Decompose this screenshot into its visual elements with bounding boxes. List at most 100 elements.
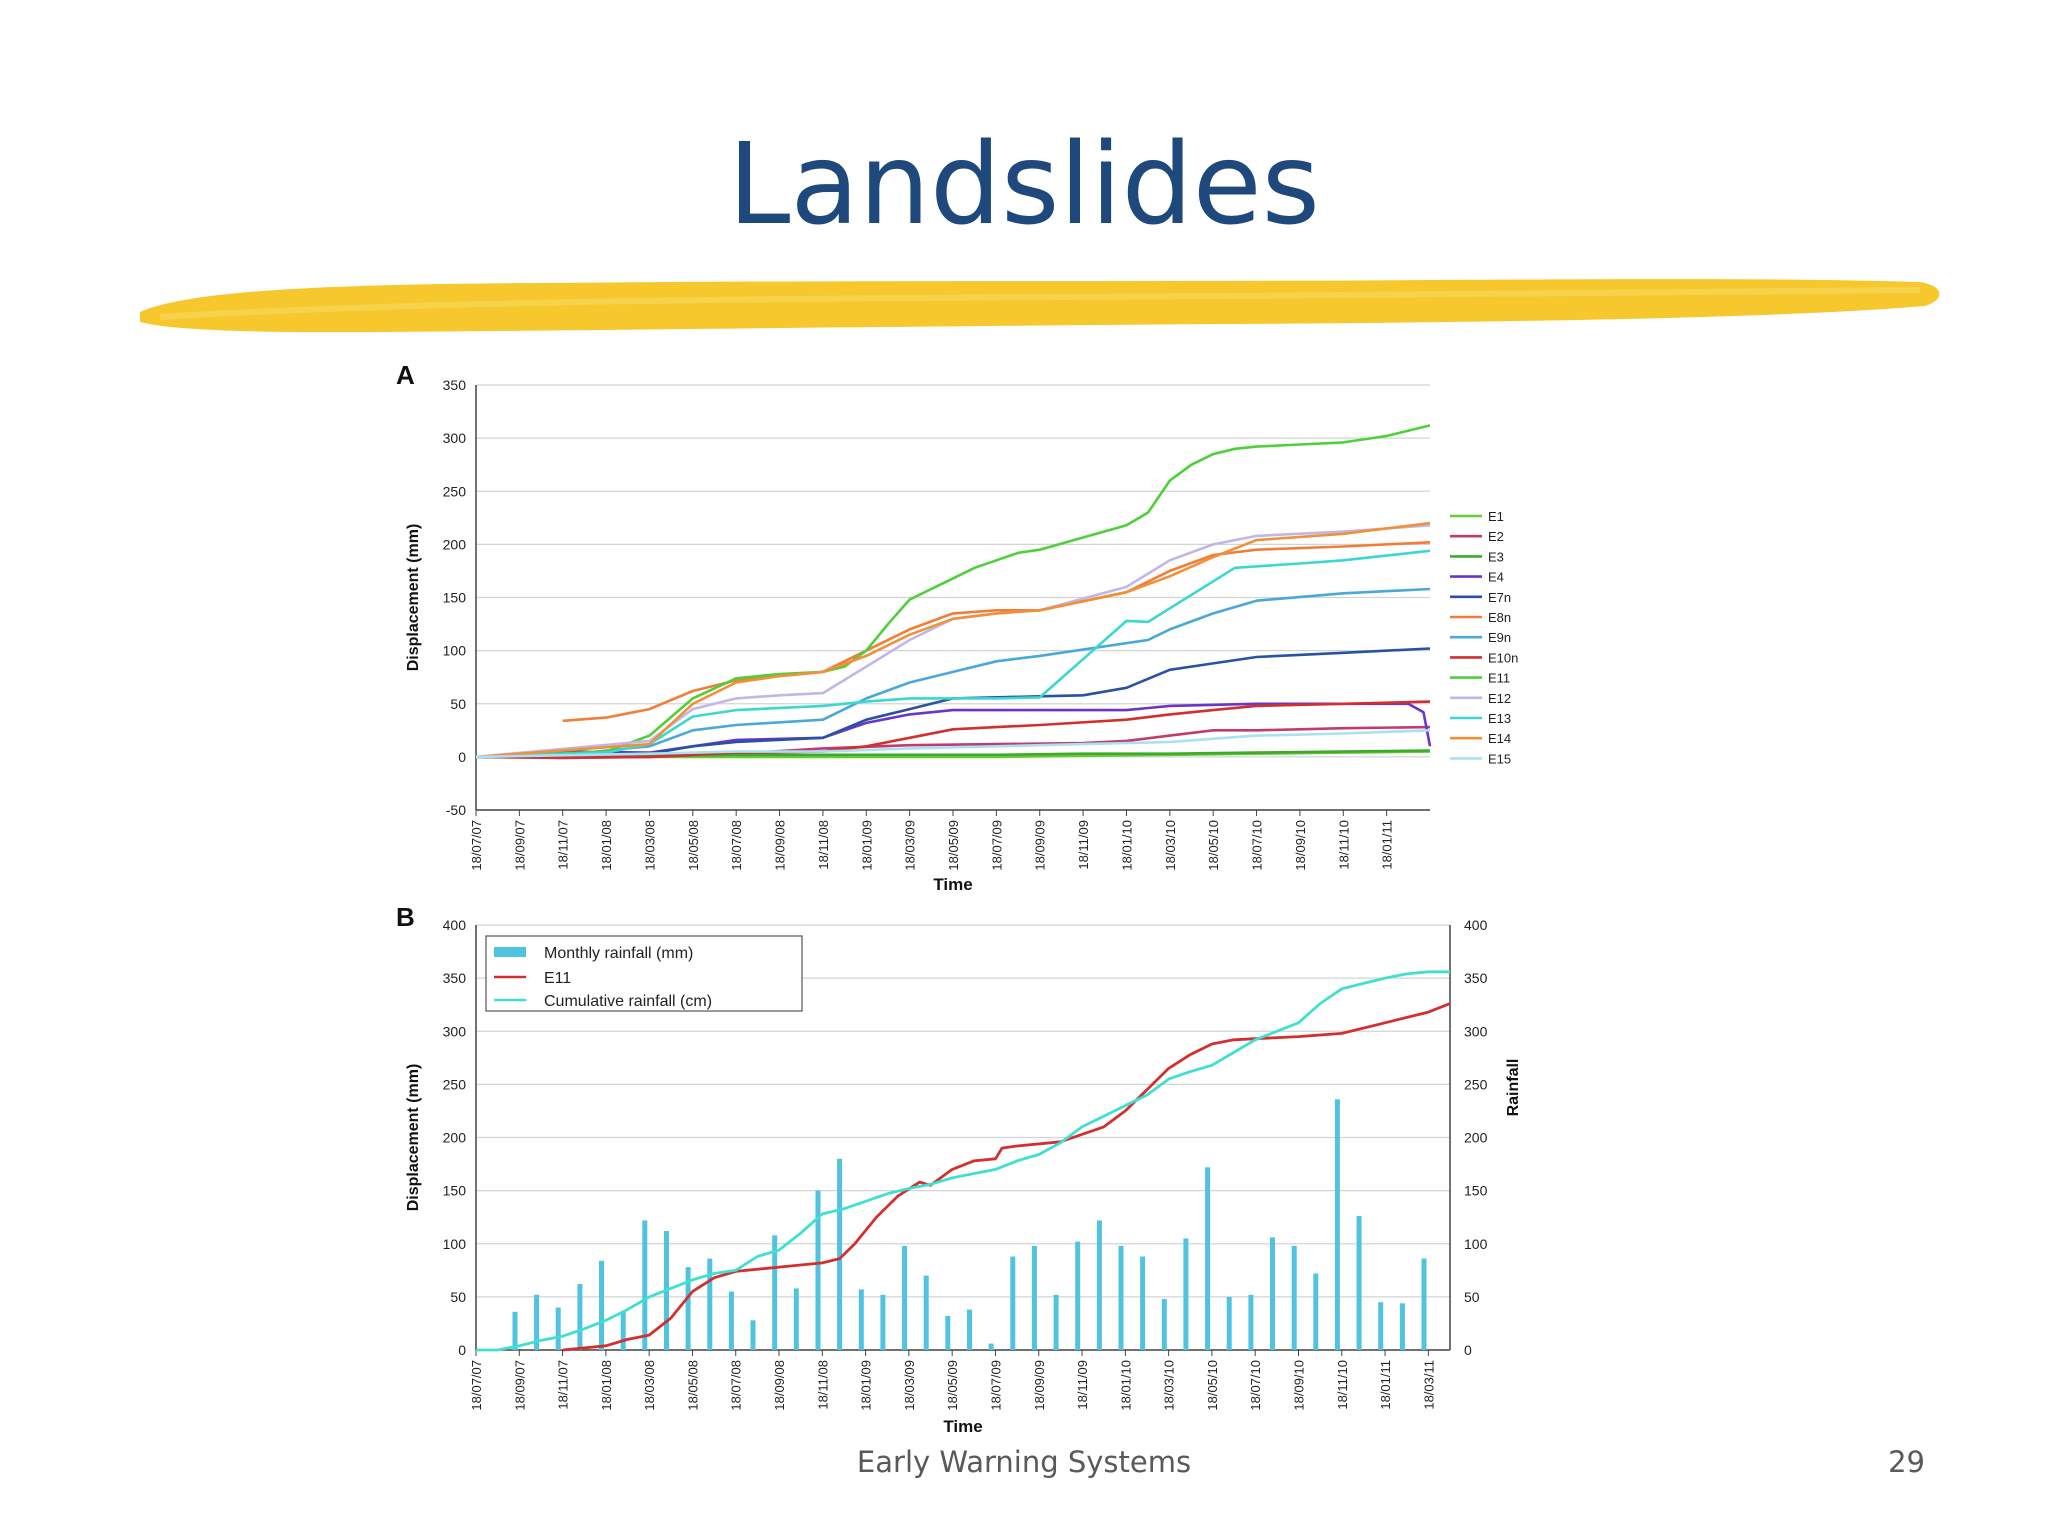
x-tick-label-a: 18/09/09 [1033,820,1048,871]
footer-text: Early Warning Systems [856,1445,1192,1479]
y2-tick-label-b: 350 [1464,970,1488,986]
y-tick-label-b: 100 [443,1236,467,1252]
legend-label-e14: E14 [1488,731,1511,746]
x-tick-label-b: 18/11/08 [815,1360,830,1410]
x-tick-label-b: 18/01/10 [1118,1360,1133,1411]
y2-tick-label-b: 400 [1464,917,1488,933]
rainfall-bar [1270,1237,1275,1350]
rainfall-bar [1421,1258,1427,1350]
x-tick-label-b: 18/11/07 [556,1360,571,1410]
rainfall-bar [858,1289,864,1350]
rainfall-bar [642,1220,648,1350]
series-line-e9n [475,587,1431,759]
rainfall-bar [1205,1167,1211,1351]
y-tick-label-a: -50 [446,802,466,818]
rainfall-bar [923,1275,929,1350]
slide-title: Landslides [727,120,1321,250]
x-tick-label-b: 18/09/08 [772,1360,787,1411]
x-axis-label-a: Time [933,875,972,894]
x-tick-label-b: 18/03/11 [1421,1360,1436,1410]
rainfall-bar [1356,1216,1362,1350]
x-tick-label-b: 18/07/08 [729,1360,744,1411]
y2-tick-label-b: 0 [1464,1342,1472,1358]
panel-a-letter: A [396,360,415,390]
x-tick-label-a: 18/11/08 [816,820,831,870]
x-tick-label-b: 18/01/11 [1378,1360,1393,1410]
legend-swatch-monthly-rainfall [494,947,526,957]
x-tick-label-a: 18/01/11 [1380,820,1395,870]
rainfall-bar [902,1245,908,1350]
legend-label-e3: E3 [1488,549,1504,564]
y-tick-label-b: 350 [443,970,467,986]
series-line-e13 [475,549,1431,759]
panel-b-letter: B [396,902,415,932]
y-tick-label-b: 250 [443,1076,467,1092]
x-tick-label-b: 18/05/08 [685,1360,700,1411]
rainfall-bar [1096,1220,1102,1350]
legend-label-e11: E11 [1488,671,1510,686]
y-tick-label-b: 0 [458,1342,466,1358]
rainfall-bar [1334,1099,1340,1351]
rainfall-bar [555,1307,561,1350]
legend-label-e15: E15 [1488,751,1511,766]
rainfall-bar [1248,1294,1254,1351]
x-tick-label-a: 18/07/08 [729,820,744,871]
x-tick-label-b: 18/09/09 [1032,1360,1047,1411]
y-tick-label-b: 50 [450,1289,466,1305]
rainfall-bar [577,1284,583,1350]
series-line-e15 [475,729,1431,759]
y-tick-label-a: 200 [443,536,467,552]
rainfall-bar [599,1260,604,1351]
x-tick-label-b: 18/01/08 [599,1360,614,1411]
x-tick-label-a: 18/03/10 [1163,820,1178,871]
x-tick-label-a: 18/03/09 [903,820,918,871]
x-tick-label-b: 18/03/09 [902,1360,917,1411]
rainfall-bar [534,1294,540,1351]
y2-tick-label-b: 200 [1464,1130,1488,1146]
y2-tick-label-b: 150 [1464,1183,1488,1199]
y-tick-label-a: 300 [443,430,467,446]
x-tick-label-a: 18/05/10 [1206,820,1221,871]
legend-box-b [485,935,803,1012]
y-tick-label-a: 150 [443,590,467,606]
series-line-cumulative-rainfall [476,970,1450,1352]
x-tick-label-b: 18/01/09 [859,1360,874,1411]
x-tick-label-b: 18/03/08 [642,1360,657,1411]
y-tick-label-a: 50 [450,696,466,712]
y-axis-label-b: Displacement (mm) [405,1064,422,1212]
chart-panel-a: -50 0 50 100 150 200 250 300 350 18/07/07 18/09/07… [405,377,1518,894]
rainfall-bar [1118,1245,1124,1350]
series-line-e12 [475,524,1431,759]
x-tick-label-a: 18/07/07 [469,820,484,871]
rainfall-bar [750,1320,756,1351]
y-tick-label-a: 100 [443,643,467,659]
rainfall-bar [1031,1245,1037,1350]
rainfall-bar [620,1311,626,1351]
rainfall-bar [1140,1256,1146,1350]
legend-label-e1: E1 [1488,509,1504,524]
legend-label-e8n: E8n [1488,610,1511,625]
x-tick-label-a: 18/03/08 [642,820,657,871]
rainfall-bar [685,1267,691,1350]
series-line-e14 [475,521,1431,759]
y-tick-label-b: 400 [443,917,467,933]
x-tick-label-a: 18/01/08 [599,820,614,871]
legend-label-e10n: E10n [1488,650,1518,665]
rainfall-bar [1226,1296,1232,1350]
y-tick-label-b: 150 [443,1183,467,1199]
y-axis-label-a: Displacement (mm) [405,524,422,672]
x-tick-label-a: 18/07/10 [1250,820,1265,871]
brush-stroke-divider [140,279,1940,333]
x-tick-label-a: 18/01/09 [859,820,874,871]
x-tick-label-a: 18/11/09 [1076,820,1091,870]
series-line-e11-b [562,1002,1451,1352]
rainfall-bar [1010,1256,1016,1350]
rainfall-bar [793,1288,799,1350]
rainfall-bar [815,1190,821,1350]
legend-label-e7n: E7n [1488,590,1511,605]
rainfall-bar [512,1311,518,1351]
rainfall-bar [945,1316,951,1350]
legend-label-e2: E2 [1488,529,1504,544]
rainfall-bar [1161,1299,1167,1350]
